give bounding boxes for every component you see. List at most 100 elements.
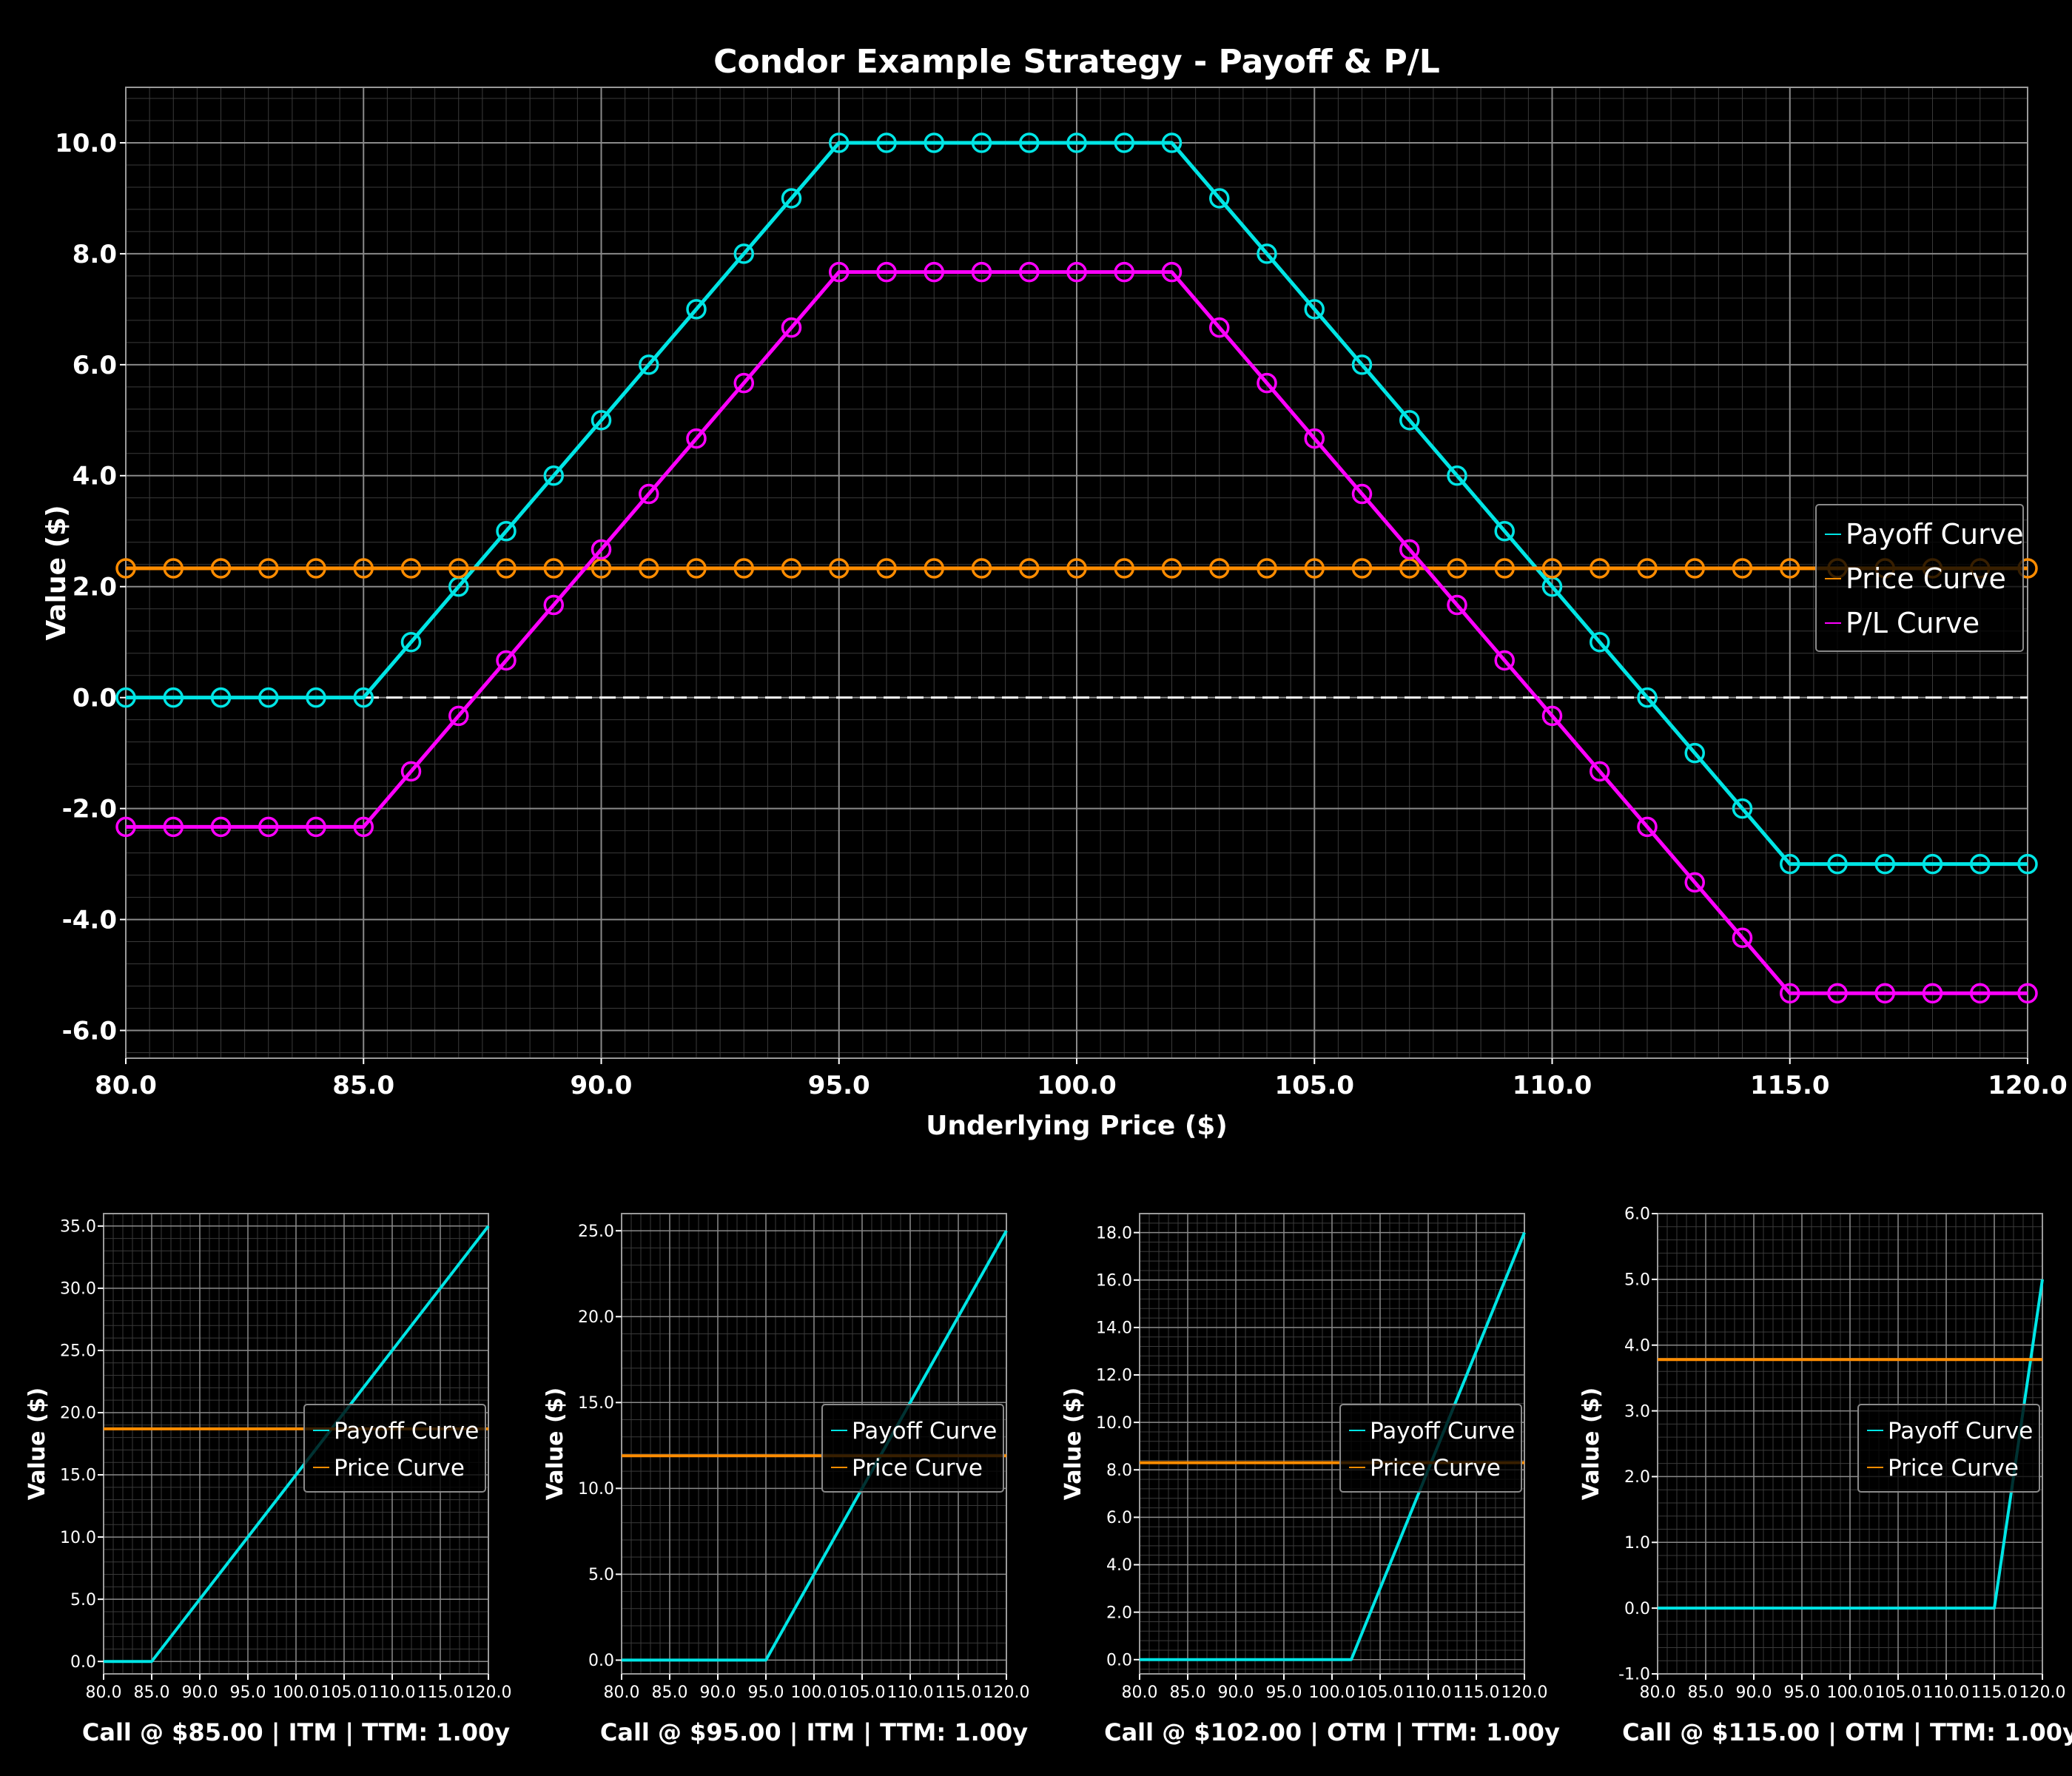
x-tick-label: 105.0	[321, 1684, 368, 1702]
y-tick-label: 10.0	[578, 1480, 614, 1498]
y-tick-label: 8.0	[1106, 1462, 1132, 1480]
legend-label: Payoff Curve	[1888, 1418, 2033, 1444]
data-point	[1399, 539, 1420, 560]
data-point	[448, 558, 469, 579]
data-point	[1494, 650, 1515, 671]
data-point	[1351, 354, 1373, 375]
data-point	[496, 521, 517, 542]
x-tick-label: 100.0	[791, 1684, 838, 1702]
y-tick-label: 5.0	[70, 1591, 96, 1610]
data-point	[1304, 299, 1325, 320]
data-point	[1019, 261, 1040, 283]
legend-label: Price Curve	[852, 1455, 983, 1481]
legend-label: Price Curve	[1370, 1455, 1501, 1481]
series-line	[1140, 1231, 1526, 1661]
x-tick-label: 95.0	[808, 1071, 870, 1100]
data-point	[1780, 983, 1800, 1004]
x-tick-label: 105.0	[1357, 1684, 1404, 1702]
data-point	[115, 687, 136, 708]
y-tick-label: 0.0	[70, 1653, 96, 1672]
y-tick-label: 8.0	[73, 240, 117, 269]
x-tick-label: 115.0	[935, 1684, 982, 1702]
y-tick-label: 0.0	[1624, 1600, 1650, 1618]
data-point	[1399, 410, 1420, 431]
grid	[125, 87, 2028, 1058]
x-tick-label: 110.0	[369, 1684, 416, 1702]
legend-label: Payoff Curve	[334, 1418, 479, 1444]
x-tick-label: 90.0	[182, 1684, 218, 1702]
y-tick-label: 0.0	[1106, 1651, 1132, 1669]
data-point	[1351, 558, 1373, 579]
x-tick-label: 110.0	[1405, 1684, 1452, 1702]
data-point	[924, 132, 944, 153]
y-tick-label: 1.0	[1624, 1534, 1650, 1553]
legend-label: Payoff Curve	[852, 1418, 997, 1444]
data-point	[1970, 983, 1991, 1004]
data-point	[258, 687, 279, 708]
data-point	[1874, 853, 1895, 875]
series-line	[126, 270, 2028, 995]
data-point	[306, 816, 326, 838]
y-axis-label: Value ($)	[41, 505, 72, 640]
y-tick-label: 6.0	[73, 351, 117, 380]
data-point	[1209, 558, 1230, 579]
x-tick-label: 120.0	[465, 1684, 512, 1702]
x-tick-label: 85.0	[1170, 1684, 1206, 1702]
x-tick-label: 85.0	[332, 1071, 394, 1100]
data-point	[829, 132, 850, 153]
data-point	[210, 687, 232, 708]
x-tick-label: 105.0	[839, 1684, 886, 1702]
data-point	[1732, 927, 1753, 949]
x-tick-label: 100.0	[273, 1684, 320, 1702]
x-tick-label: 90.0	[571, 1071, 633, 1100]
x-tick-label: 100.0	[1827, 1684, 1874, 1702]
data-point	[591, 410, 612, 431]
data-point	[781, 317, 802, 338]
data-point	[400, 631, 422, 653]
legend-box	[303, 1404, 486, 1493]
x-axis-label: Underlying Price ($)	[926, 1111, 1228, 1141]
data-point	[876, 558, 897, 579]
x-tick-label: 110.0	[1923, 1684, 1970, 1702]
data-point	[1732, 798, 1753, 819]
data-point	[353, 687, 374, 708]
x-tick-label: 115.0	[417, 1684, 464, 1702]
x-tick-label: 105.0	[1875, 1684, 1922, 1702]
data-point	[1922, 853, 1943, 875]
data-point	[1114, 261, 1134, 283]
data-point	[1494, 521, 1515, 542]
y-tick-label: 10.0	[60, 1529, 96, 1547]
y-tick-label: 20.0	[578, 1308, 614, 1327]
data-point	[163, 816, 184, 838]
data-point	[2017, 983, 2038, 1004]
data-point	[1304, 558, 1325, 579]
data-point	[1684, 558, 1705, 579]
x-tick-label: 110.0	[1513, 1071, 1592, 1100]
data-point	[781, 558, 802, 579]
data-point	[1019, 558, 1040, 579]
data-point	[1257, 372, 1277, 394]
data-point	[1827, 983, 1848, 1004]
x-tick-label: 80.0	[1122, 1684, 1158, 1702]
data-point	[781, 188, 802, 209]
call-chart-2: 80.0 85.0 90.0 95.0 100.0 105.0 110.0 115.0 120.…	[542, 1213, 1029, 1747]
legend-box	[1339, 1404, 1522, 1493]
data-point	[258, 558, 279, 579]
y-tick-label: 6.0	[1624, 1205, 1650, 1224]
y-tick-label: 10.0	[55, 129, 117, 158]
y-tick-label: 12.0	[1096, 1367, 1132, 1385]
y-tick-label: 3.0	[1624, 1402, 1650, 1421]
data-point	[1827, 853, 1848, 875]
data-point	[1066, 261, 1087, 283]
data-point	[1019, 132, 1040, 153]
y-tick-label: 35.0	[60, 1218, 96, 1237]
x-tick-label: 80.0	[86, 1684, 122, 1702]
data-point	[1590, 558, 1610, 579]
y-tick-label: 18.0	[1096, 1224, 1132, 1242]
y-tick-label: 0.0	[73, 684, 117, 713]
chart-title: Call @ $102.00 | OTM | TTM: 1.00y	[1104, 1718, 1560, 1747]
x-tick-label: 115.0	[1453, 1684, 1500, 1702]
y-tick-label: 2.0	[73, 573, 117, 602]
x-tick-label: 95.0	[1784, 1684, 1820, 1702]
call-chart-3: 80.0 85.0 90.0 95.0 100.0 105.0 110.0 115.0 120.…	[1060, 1213, 1560, 1747]
